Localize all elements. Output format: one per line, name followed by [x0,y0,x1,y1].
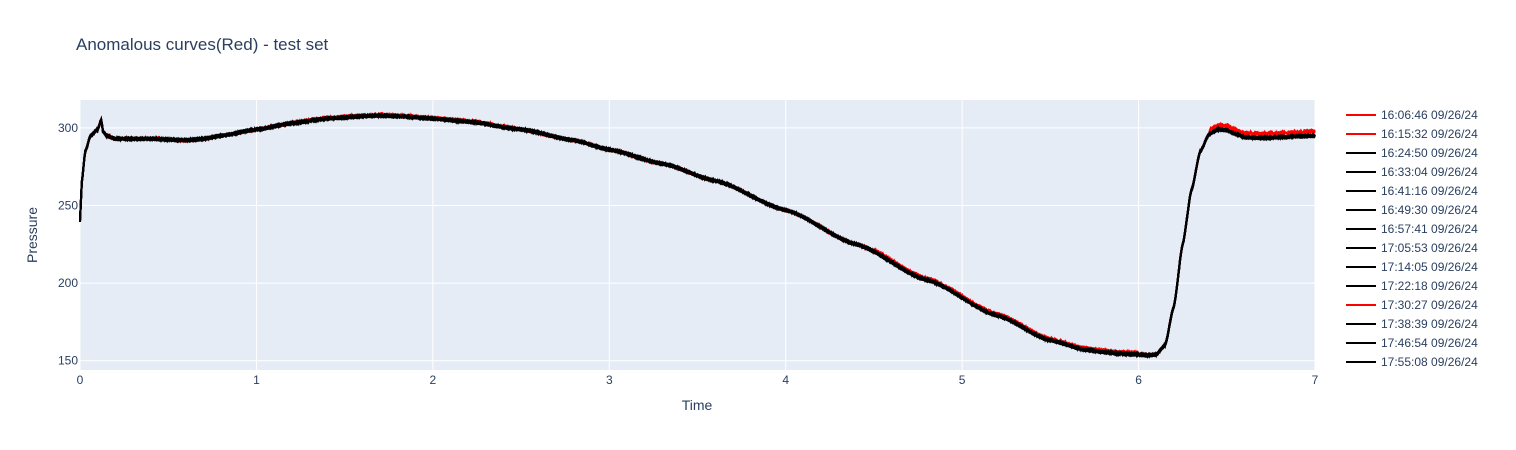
series-lines [79,111,1316,359]
legend-item[interactable]: 17:30:27 09/26/24 [1381,298,1478,312]
legend-item[interactable]: 17:14:05 09/26/24 [1381,260,1478,274]
x-tick-label: 0 [77,373,84,387]
legend-item[interactable]: 17:38:39 09/26/24 [1381,317,1478,331]
y-tick-label: 150 [58,354,78,368]
gridlines [79,100,1316,370]
plot-area[interactable] [80,100,1315,370]
chart-title: Anomalous curves(Red) - test set [76,35,329,54]
y-axis-title: Pressure [24,207,40,263]
legend-item[interactable]: 16:41:16 09/26/24 [1381,184,1478,198]
x-tick-label: 4 [782,373,789,387]
y-tick-label: 200 [58,276,78,290]
x-tick-label: 7 [1312,373,1319,387]
x-axis-title: Time [682,397,713,413]
x-tick-label: 5 [959,373,966,387]
legend-item[interactable]: 16:33:04 09/26/24 [1381,165,1478,179]
series-line[interactable] [79,112,1316,359]
legend: 16:06:46 09/26/24 16:15:32 09/26/24 16:24:… [1346,108,1478,369]
x-tick-label: 2 [430,373,437,387]
legend-item[interactable]: 17:46:54 09/26/24 [1381,336,1478,350]
x-tick-label: 6 [1135,373,1142,387]
legend-item[interactable]: 16:49:30 09/26/24 [1381,203,1478,217]
legend-item[interactable]: 17:05:53 09/26/24 [1381,241,1478,255]
legend-item[interactable]: 16:57:41 09/26/24 [1381,222,1478,236]
legend-item[interactable]: 17:22:18 09/26/24 [1381,279,1478,293]
x-axis-ticks: 0 1 2 3 4 5 6 7 [77,373,1319,387]
legend-item[interactable]: 17:55:08 09/26/24 [1381,355,1478,369]
x-tick-label: 3 [606,373,613,387]
legend-item[interactable]: 16:24:50 09/26/24 [1381,146,1478,160]
x-tick-label: 1 [253,373,260,387]
y-axis-ticks: 150 200 250 300 [58,121,78,368]
legend-item[interactable]: 16:06:46 09/26/24 [1381,108,1478,122]
legend-item[interactable]: 16:15:32 09/26/24 [1381,127,1478,141]
y-tick-label: 300 [58,121,78,135]
y-tick-label: 250 [58,199,78,213]
